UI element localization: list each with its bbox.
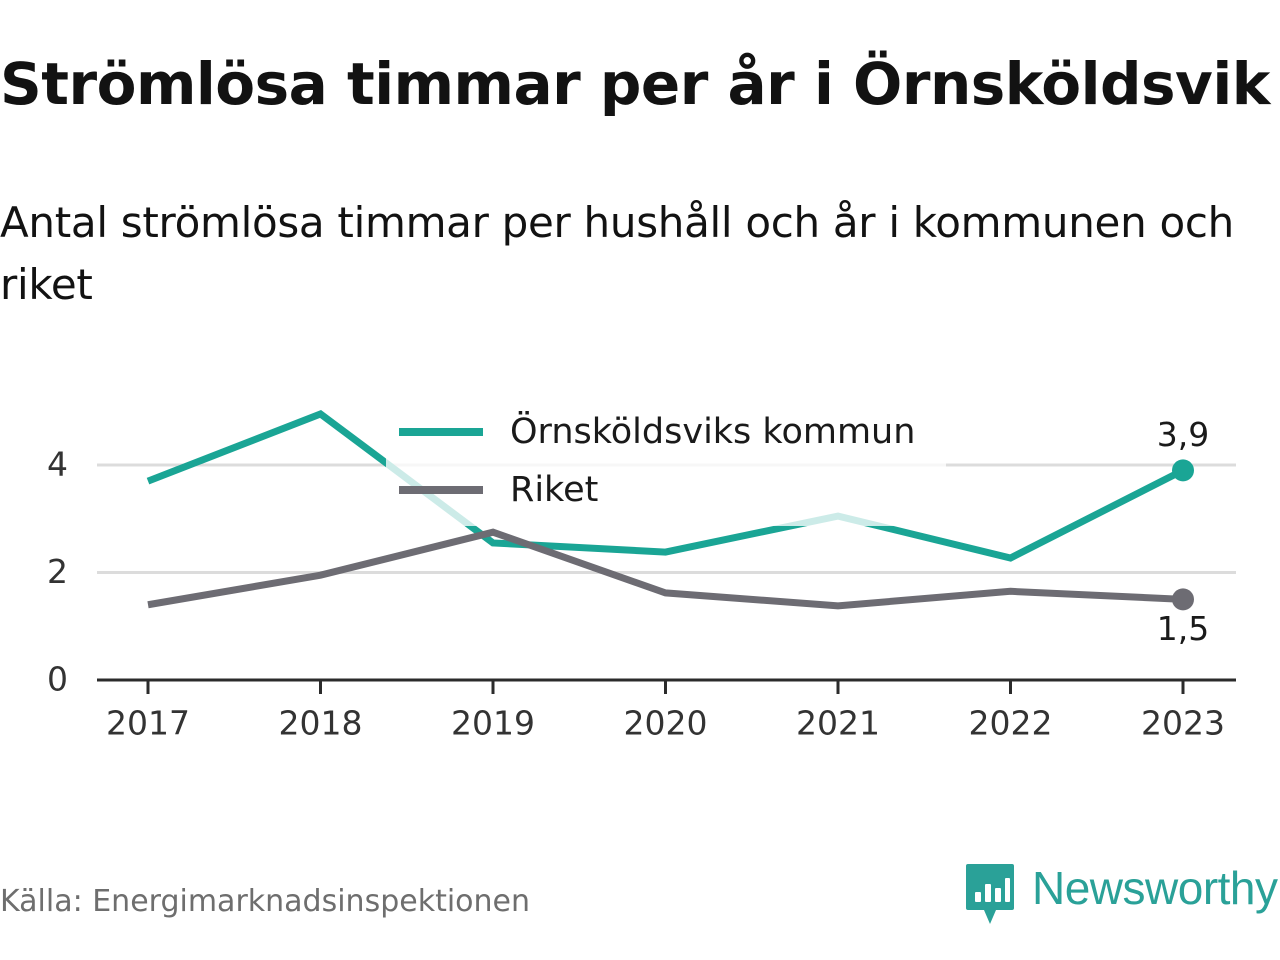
line-chart: 0 2 4 2017 2018 2019 2020 2021 2022 2023 Örnskölds… [47, 400, 1236, 743]
y-tick-label: 4 [47, 445, 68, 484]
x-tick-label: 2023 [1141, 704, 1225, 743]
x-tick-label: 2018 [279, 704, 363, 743]
x-tick-label: 2020 [624, 704, 708, 743]
series-end-point [1172, 459, 1194, 482]
series-end-point [1172, 588, 1194, 611]
brand: Newsworthy [964, 862, 1278, 928]
data-label: 3,9 [1157, 415, 1209, 454]
x-tick-label: 2019 [451, 704, 535, 743]
x-tick-label: 2021 [796, 704, 880, 743]
x-tick-label: 2017 [106, 704, 190, 743]
legend-label: Riket [510, 470, 598, 510]
newsworthy-logo-icon [966, 864, 1014, 924]
y-tick-label: 0 [47, 660, 68, 699]
source-note: Källa: Energimarknadsinspektionen [0, 884, 531, 919]
brand-name: Newsworthy [1032, 862, 1278, 914]
y-tick-label: 2 [47, 552, 68, 591]
legend-label: Örnsköldsviks kommun [510, 410, 915, 452]
series-line-ornskoldsvik [146, 409, 1185, 562]
chart-title: Strömlösa timmar per år i Örnsköldsvik [0, 50, 1270, 118]
x-tick-label: 2022 [969, 704, 1053, 743]
legend-background [386, 400, 946, 526]
data-label: 1,5 [1157, 609, 1209, 648]
series-line-riket [147, 528, 1184, 610]
chart-subtitle: Antal strömlösa timmar per hushåll och å… [0, 198, 1234, 309]
